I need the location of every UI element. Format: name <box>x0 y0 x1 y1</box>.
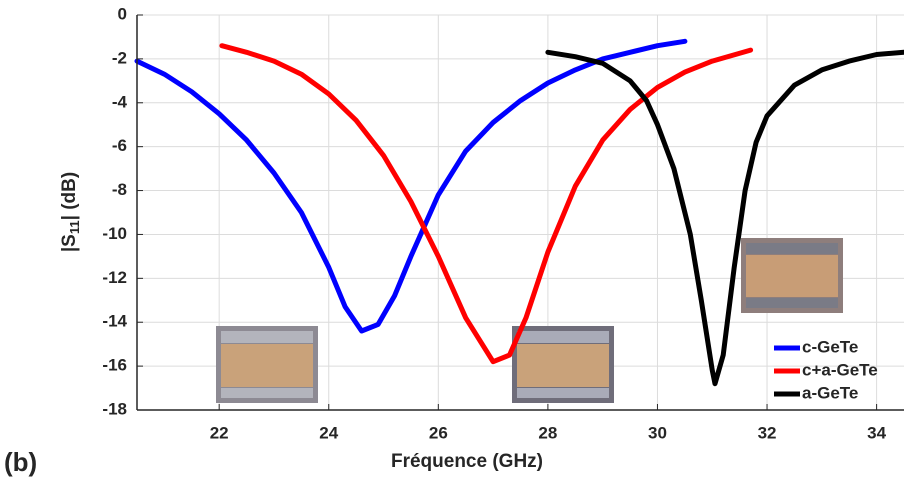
legend-label: a-GeTe <box>802 383 858 402</box>
panel-label: (b) <box>4 447 37 477</box>
x-tick-label: 26 <box>429 423 448 442</box>
y-label-suffix: | (dB) <box>59 172 80 221</box>
y-tick-label: 0 <box>118 4 127 23</box>
legend: c-GeTe c+a-GeTe a-GeTe <box>774 337 878 402</box>
y-axis-label: |S11| (dB) <box>59 172 82 252</box>
y-tick-label: -4 <box>112 92 128 111</box>
y-tick-label: -8 <box>112 180 127 199</box>
x-axis-label: Fréquence (GHz) <box>391 451 543 472</box>
x-tick-label: 24 <box>319 423 338 442</box>
y-tick-label: -10 <box>102 224 127 243</box>
series-line <box>219 43 754 365</box>
y-tick-label: -6 <box>112 136 127 155</box>
inset-photo <box>512 326 614 403</box>
series-line <box>545 49 904 387</box>
x-tick-label: 32 <box>758 423 777 442</box>
x-tick-label: 34 <box>867 423 886 442</box>
x-tick-label: 22 <box>210 423 229 442</box>
y-tick-label: -14 <box>102 312 127 331</box>
series-line <box>134 38 688 334</box>
y-tick-label: -18 <box>102 399 127 418</box>
inset-photo <box>741 238 843 313</box>
y-tick-label: -12 <box>102 268 127 287</box>
plot-area <box>134 38 904 387</box>
insets <box>216 238 843 403</box>
inset-photo <box>216 326 318 403</box>
x-tick-label: 28 <box>538 423 557 442</box>
legend-label: c+a-GeTe <box>802 360 878 379</box>
y-tick-label: -2 <box>112 48 127 67</box>
y-label-sub: 11 <box>67 220 82 234</box>
legend-label: c-GeTe <box>802 337 858 356</box>
y-tick-label: -16 <box>102 356 127 375</box>
y-label-prefix: |S <box>59 234 80 252</box>
x-tick-label: 30 <box>648 423 667 442</box>
